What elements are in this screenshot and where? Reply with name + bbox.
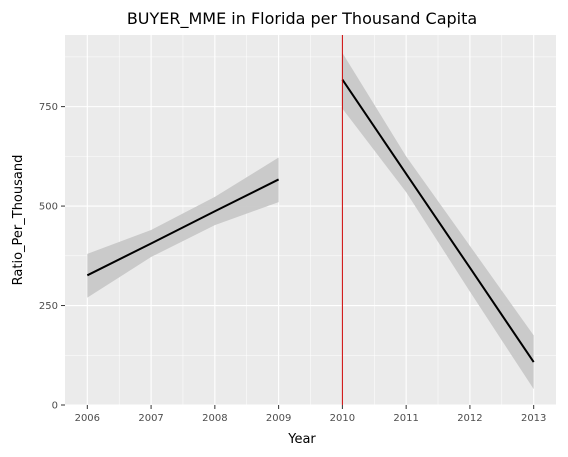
x-axis-title: Year: [287, 432, 316, 447]
x-tick-label: 2011: [393, 413, 418, 424]
y-tick-label: 500: [39, 202, 58, 213]
y-tick-label: 750: [39, 102, 58, 113]
x-tick-label: 2012: [457, 413, 482, 424]
x-tick-label: 2013: [521, 413, 546, 424]
y-axis-title: Ratio_Per_Thousand: [11, 155, 26, 286]
fit-line-after: [341, 78, 535, 363]
chart-title: BUYER_MME in Florida per Thousand Capita: [127, 9, 477, 29]
fit-lines: [86, 78, 535, 363]
x-tick-label: 2009: [266, 413, 291, 424]
x-tick-label: 2010: [330, 413, 355, 424]
y-tick-label: 250: [39, 301, 58, 312]
y-tick-label: 0: [52, 401, 58, 412]
x-tick-label: 2007: [138, 413, 163, 424]
x-axis: 2006 2007 2008 2009 2010 2011 2012 2013: [75, 405, 546, 424]
x-tick-label: 2006: [75, 413, 100, 424]
fit-line-before: [86, 178, 280, 277]
y-axis: 0 250 500 750: [39, 102, 65, 412]
x-tick-label: 2008: [202, 413, 227, 424]
